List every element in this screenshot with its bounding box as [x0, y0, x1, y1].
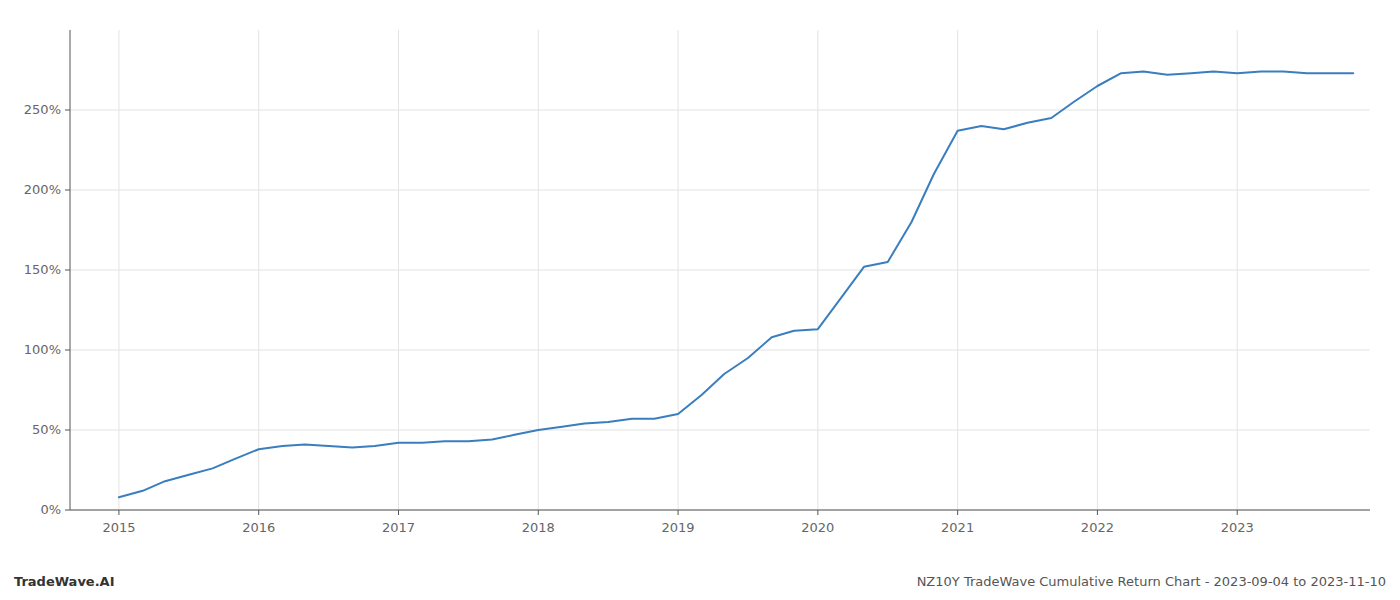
axis-line-x [70, 510, 1370, 511]
grid-line-y [70, 430, 1370, 431]
tick-label-x: 2016 [242, 520, 275, 535]
plot-area [119, 72, 1353, 498]
tick-label-x: 2020 [801, 520, 834, 535]
grid-line-y [70, 270, 1370, 271]
tick-mark-x [398, 510, 399, 515]
grid-line-y [70, 350, 1370, 351]
grid-line-x [538, 30, 539, 510]
tick-mark-y [65, 270, 70, 271]
tick-mark-x [1097, 510, 1098, 515]
grid-line-x [398, 30, 399, 510]
tick-label-x: 2015 [102, 520, 135, 535]
tick-label-y: 200% [24, 182, 61, 197]
chart: 0% 50% 100% 150% 200% 250% 2015 2016 2017 2018 201… [0, 0, 1400, 600]
tick-mark-y [65, 110, 70, 111]
tick-label-y: 150% [24, 262, 61, 277]
tick-mark-y [65, 190, 70, 191]
tick-label-x: 2023 [1221, 520, 1254, 535]
tick-mark-x [538, 510, 539, 515]
tick-mark-x [957, 510, 958, 515]
tick-label-x: 2018 [522, 520, 555, 535]
tick-mark-y [65, 350, 70, 351]
tick-label-x: 2022 [1081, 520, 1114, 535]
grid-line-x [817, 30, 818, 510]
grid-line-x [957, 30, 958, 510]
axes: 0% 50% 100% 150% 200% 250% 2015 2016 2017 2018 201… [24, 30, 1370, 535]
grid-line-y [70, 510, 1370, 511]
tick-label-y: 50% [32, 422, 61, 437]
grid [70, 30, 1370, 510]
tick-label-y: 250% [24, 102, 61, 117]
tick-mark-y [65, 510, 70, 511]
grid-line-y [70, 110, 1370, 111]
tick-mark-x [258, 510, 259, 515]
tick-label-x: 2019 [662, 520, 695, 535]
grid-line-x [678, 30, 679, 510]
tick-mark-x [678, 510, 679, 515]
grid-line-x [1097, 30, 1098, 510]
axis-line-y [70, 30, 71, 510]
grid-line-y [70, 190, 1370, 191]
tick-mark-x [817, 510, 818, 515]
tick-label-x: 2021 [941, 520, 974, 535]
tick-mark-x [1237, 510, 1238, 515]
footer-left: TradeWave.AI [14, 574, 115, 589]
tick-label-y: 0% [40, 502, 61, 517]
tick-label-x: 2017 [382, 520, 415, 535]
grid-line-x [118, 30, 119, 510]
footer-right: NZ10Y TradeWave Cumulative Return Chart … [917, 574, 1386, 589]
tick-mark-y [65, 430, 70, 431]
tick-mark-x [118, 510, 119, 515]
grid-line-x [258, 30, 259, 510]
line [119, 72, 1353, 498]
tick-label-y: 100% [24, 342, 61, 357]
grid-line-x [1237, 30, 1238, 510]
